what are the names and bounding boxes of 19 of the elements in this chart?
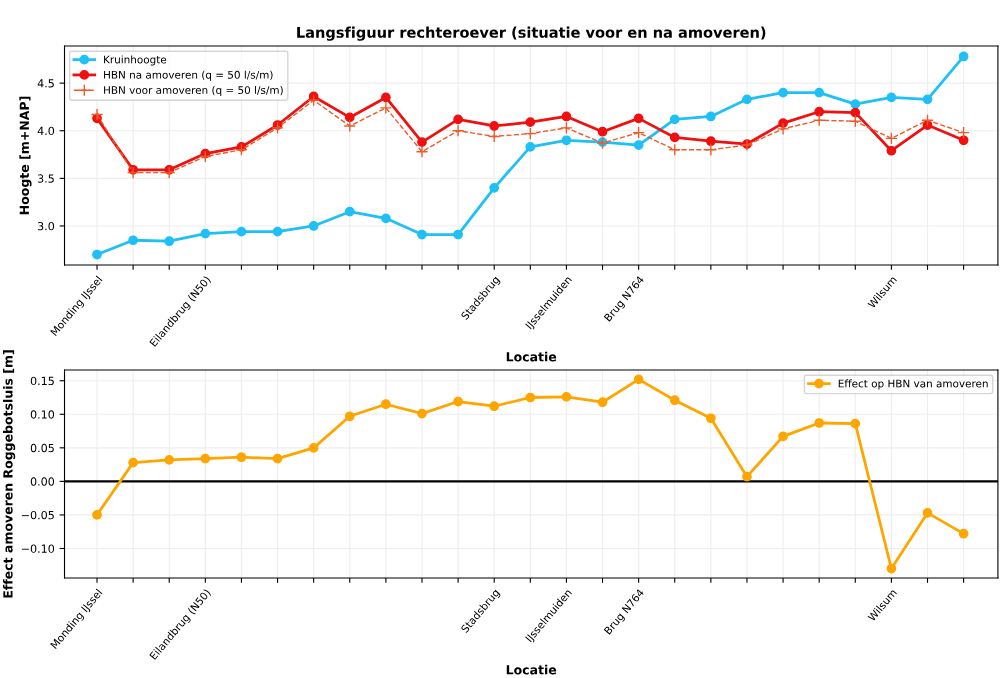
legend-label: HBN voor amoveren (q = 50 l/s/m) — [104, 85, 283, 97]
y-tick-label: −0.05 — [21, 510, 54, 520]
y-tick-label: 0.00 — [30, 477, 55, 486]
y-tick-label: 0.10 — [30, 410, 55, 419]
y-tick-label: 3.5 — [37, 174, 54, 183]
chart-title: Langsfiguur rechteroever (situatie voor en na amoveren) — [297, 26, 766, 41]
x-axis-title: Locatie — [506, 664, 557, 675]
y-axis-title: Effect amoveren Roggebotsluis [m] — [2, 350, 16, 598]
legend-label: Kruinhoogte — [104, 55, 167, 66]
legend-label: Effect op HBN van amoveren — [838, 379, 988, 390]
legend-label: HBN na amoveren (q = 50 l/s/m) — [104, 70, 273, 81]
x-axis-title: Locatie — [506, 351, 557, 362]
y-tick-label: 4.5 — [37, 79, 54, 88]
y-axis-title: Hoogte [m+NAP] — [19, 96, 32, 215]
y-tick-label: 3.0 — [37, 221, 55, 231]
y-tick-label: −0.10 — [21, 544, 55, 553]
y-tick-label: 0.15 — [30, 376, 54, 386]
y-tick-label: 0.05 — [30, 443, 54, 453]
y-tick-label: 4.0 — [37, 126, 55, 136]
